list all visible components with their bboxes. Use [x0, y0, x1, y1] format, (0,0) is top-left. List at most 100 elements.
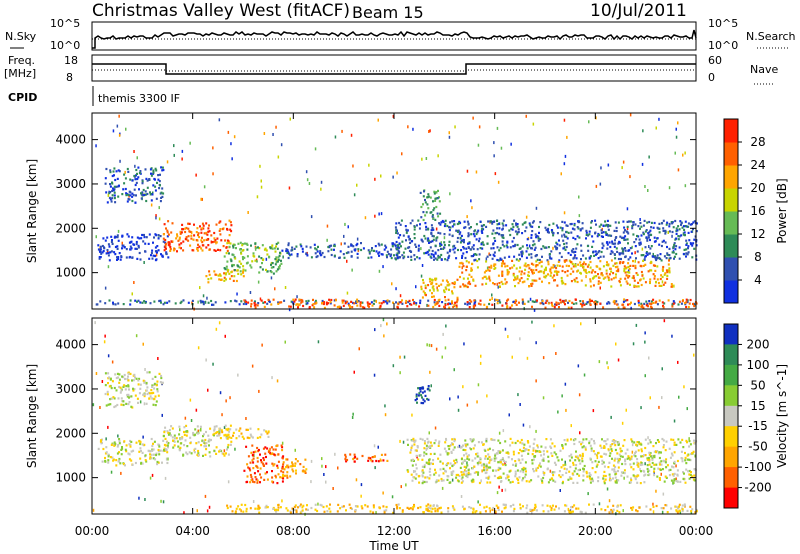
echo-cell [620, 236, 623, 239]
noise-cell [493, 141, 495, 145]
echo-cell [630, 301, 632, 304]
colorbar-segment [724, 211, 738, 235]
echo-cell [131, 192, 134, 195]
noise-cell [212, 362, 214, 366]
echo-cell [351, 507, 353, 510]
echo-cell [115, 376, 118, 380]
echo-cell [559, 298, 562, 301]
echo-cell [497, 259, 500, 262]
echo-cell [659, 257, 662, 260]
echo-cell [271, 262, 274, 265]
echo-cell [556, 270, 559, 274]
echo-cell [468, 306, 471, 309]
echo-cell [432, 288, 435, 291]
noise-cell [131, 292, 133, 296]
echo-cell [104, 392, 107, 396]
echo-cell [408, 299, 411, 302]
echo-cell [510, 227, 513, 230]
echo-cell [330, 244, 333, 247]
noise-cell [625, 408, 627, 412]
echo-cell [691, 508, 694, 511]
echo-cell [642, 306, 645, 309]
echo-cell [278, 267, 281, 270]
echo-cell [684, 225, 687, 228]
echo-cell [611, 439, 614, 443]
echo-cell [308, 306, 311, 309]
echo-cell [109, 251, 112, 254]
echo-cell [279, 506, 282, 509]
echo-cell [107, 254, 110, 257]
echo-cell [610, 508, 613, 512]
echo-cell [150, 392, 153, 395]
noise-cell [205, 231, 208, 235]
noise-cell [415, 285, 417, 289]
echo-cell [439, 223, 442, 226]
echo-cell [575, 450, 577, 453]
echo-cell [600, 446, 603, 449]
echo-cell [139, 442, 142, 446]
echo-cell [114, 201, 117, 204]
echo-cell [505, 477, 507, 480]
echo-cell [107, 453, 110, 457]
echo-cell [191, 299, 194, 302]
echo-cell [366, 301, 369, 304]
echo-cell [434, 510, 437, 513]
echo-cell [545, 268, 547, 271]
echo-cell [551, 477, 554, 480]
echo-cell [166, 430, 169, 433]
echo-cell [202, 454, 204, 457]
echo-cell [597, 451, 600, 454]
noise-cell [542, 356, 545, 360]
echo-cell [602, 461, 605, 464]
echo-cell [439, 460, 442, 463]
echo-cell [492, 449, 495, 452]
echo-cell [662, 439, 665, 442]
echo-cell [595, 454, 598, 457]
echo-cell [411, 479, 414, 482]
echo-cell [636, 510, 639, 513]
echo-cell [589, 481, 592, 484]
echo-cell [506, 299, 508, 302]
echo-cell [512, 225, 515, 228]
echo-cell [166, 229, 169, 232]
echo-cell [635, 285, 638, 288]
echo-cell [618, 453, 621, 456]
echo-cell [161, 254, 164, 257]
echo-cell [244, 503, 247, 507]
echo-cell [456, 240, 459, 243]
echo-cell [397, 303, 400, 306]
echo-cell [242, 302, 245, 306]
noise-cell [245, 417, 247, 420]
echo-cell [464, 444, 467, 447]
echo-cell [160, 374, 163, 378]
echo-cell [532, 269, 535, 272]
echo-cell [112, 187, 114, 190]
noise-cell [259, 297, 262, 301]
noise-cell [477, 500, 479, 504]
echo-cell [602, 255, 605, 258]
echo-cell [541, 504, 544, 507]
echo-cell [568, 470, 571, 473]
echo-cell [540, 445, 543, 448]
echo-cell [111, 181, 113, 184]
echo-cell [128, 388, 130, 391]
echo-cell [144, 168, 147, 171]
echo-cell [661, 222, 664, 225]
echo-cell [472, 447, 475, 450]
echo-cell [551, 454, 554, 457]
echo-cell [398, 256, 401, 259]
echo-cell [558, 252, 561, 255]
echo-cell [501, 457, 504, 460]
echo-cell [507, 479, 510, 482]
echo-cell [336, 510, 339, 513]
echo-cell [433, 192, 436, 195]
echo-cell [619, 447, 622, 450]
noise-cell [405, 483, 407, 487]
echo-cell [108, 299, 111, 302]
echo-cell [108, 385, 111, 388]
noise-cell [472, 116, 474, 120]
echo-cell [563, 301, 566, 304]
echo-cell [602, 477, 605, 480]
echo-cell [254, 507, 257, 510]
echo-cell [407, 255, 410, 258]
